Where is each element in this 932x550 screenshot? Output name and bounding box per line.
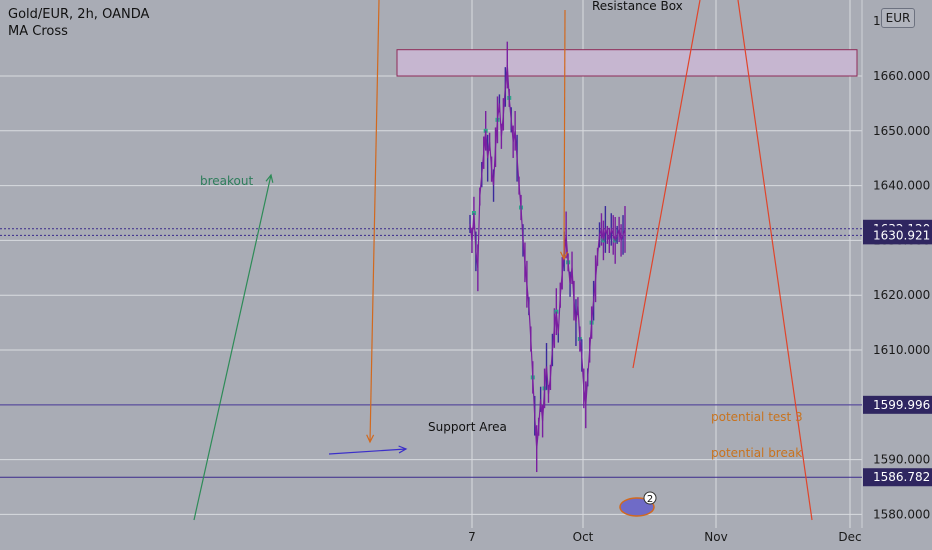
time-tick-label: 7 [468,530,476,544]
price-level-label: 1630.921 [873,228,930,242]
time-tick-label: Oct [573,530,594,544]
price-level-label: 1599.996 [873,398,930,412]
resistance-box [396,49,858,77]
breakout-arrow [193,174,272,521]
resistance-box-label: Resistance Box [592,0,683,13]
breakout-label: breakout [200,174,253,188]
orange-down-arrow-2-head [560,251,569,261]
support-area-label: Support Area [428,420,507,434]
currency-badge[interactable]: EUR [881,8,915,28]
support-arrow-head [398,445,408,454]
projection-line-up [632,0,701,369]
price-level-badge [863,226,932,245]
event-count-badge-bg [643,491,657,505]
projection-line-down [737,0,813,521]
price-level-badge [863,468,932,487]
price-tick-label: 1640.000 [873,179,930,193]
orange-down-arrow-head [366,434,375,444]
indicator-label[interactable]: MA Cross [8,24,68,39]
price-tick-label: 1660.000 [873,69,930,83]
event-count-badge: 2 [647,494,653,505]
price-level-label: 1586.782 [873,470,930,484]
chart-header: Gold/EUR, 2h, OANDA MA Cross [8,6,149,40]
orange-down-arrow [369,0,380,443]
support-arrow [328,448,407,455]
price-tick-label: 1620.000 [873,288,930,302]
price-tick-label: 1580.000 [873,507,930,521]
price-tick-label: 1590.000 [873,453,930,467]
time-tick-label: Dec [838,530,861,544]
orange-down-arrow-2 [563,9,566,260]
price-tick-label: 1650.000 [873,124,930,138]
potential-test-label: potential test 3 [711,410,803,424]
price-level-badge [863,395,932,414]
time-tick-label: Nov [704,530,727,544]
breakout-arrow-head [265,173,274,183]
symbol-title[interactable]: Gold/EUR, 2h, OANDA [8,7,150,22]
potential-break-label: potential break [711,446,802,460]
price-series-line [469,64,626,449]
price-tick-label: 1610.000 [873,343,930,357]
